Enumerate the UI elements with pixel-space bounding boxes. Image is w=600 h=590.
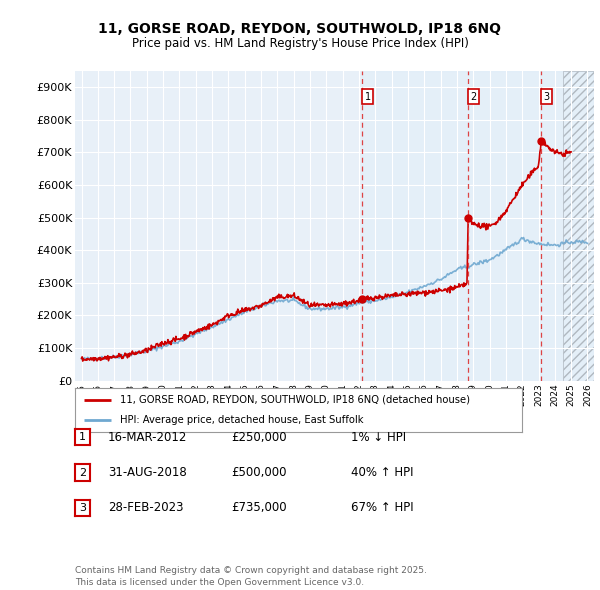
Text: 3: 3 bbox=[79, 503, 86, 513]
Text: £500,000: £500,000 bbox=[231, 466, 287, 479]
Text: 28-FEB-2023: 28-FEB-2023 bbox=[108, 502, 184, 514]
Text: 3: 3 bbox=[544, 92, 550, 102]
Text: Contains HM Land Registry data © Crown copyright and database right 2025.
This d: Contains HM Land Registry data © Crown c… bbox=[75, 566, 427, 587]
Text: 31-AUG-2018: 31-AUG-2018 bbox=[108, 466, 187, 479]
Text: 16-MAR-2012: 16-MAR-2012 bbox=[108, 431, 187, 444]
Text: 11, GORSE ROAD, REYDON, SOUTHWOLD, IP18 6NQ: 11, GORSE ROAD, REYDON, SOUTHWOLD, IP18 … bbox=[98, 22, 502, 36]
Text: 1% ↓ HPI: 1% ↓ HPI bbox=[351, 431, 406, 444]
Bar bbox=[362, 71, 594, 381]
Text: 1: 1 bbox=[79, 432, 86, 442]
Text: 2: 2 bbox=[79, 468, 86, 477]
Text: Price paid vs. HM Land Registry's House Price Index (HPI): Price paid vs. HM Land Registry's House … bbox=[131, 37, 469, 50]
Text: 67% ↑ HPI: 67% ↑ HPI bbox=[351, 502, 413, 514]
Text: 1: 1 bbox=[365, 92, 371, 102]
Text: 40% ↑ HPI: 40% ↑ HPI bbox=[351, 466, 413, 479]
Text: 2: 2 bbox=[470, 92, 476, 102]
Text: £250,000: £250,000 bbox=[231, 431, 287, 444]
Text: HPI: Average price, detached house, East Suffolk: HPI: Average price, detached house, East… bbox=[120, 415, 363, 425]
Text: £735,000: £735,000 bbox=[231, 502, 287, 514]
Text: 11, GORSE ROAD, REYDON, SOUTHWOLD, IP18 6NQ (detached house): 11, GORSE ROAD, REYDON, SOUTHWOLD, IP18 … bbox=[120, 395, 470, 405]
